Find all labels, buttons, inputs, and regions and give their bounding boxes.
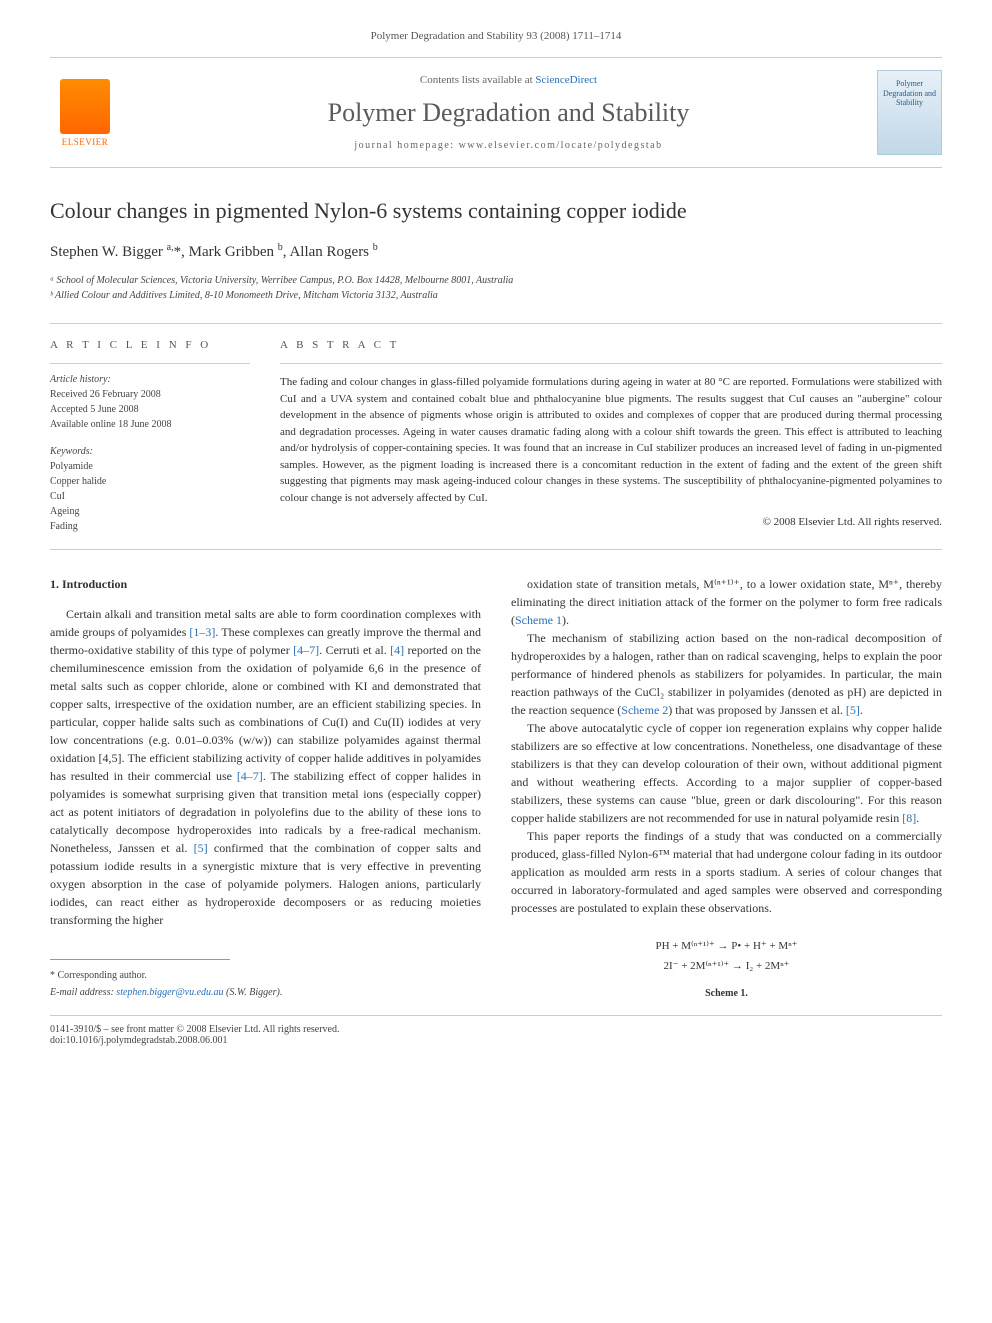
cover-title: Polymer Degradation and Stability	[882, 79, 937, 108]
authors-line: Stephen W. Bigger a,*, Mark Gribben b, A…	[50, 242, 942, 261]
scheme-1-line-1: PH + M⁽ⁿ⁺¹⁾⁺ → P• + H⁺ + Mⁿ⁺	[511, 937, 942, 957]
keyword-1: Polyamide	[50, 459, 250, 474]
history-label: Article history:	[50, 374, 250, 385]
body-paragraph-2: oxidation state of transition metals, M⁽…	[511, 575, 942, 629]
abstract-text: The fading and colour changes in glass-f…	[280, 374, 942, 506]
abstract-block: The fading and colour changes in glass-f…	[280, 363, 942, 528]
abstract-heading: A B S T R A C T	[280, 339, 942, 351]
scheme-1-label: Scheme 1.	[511, 985, 942, 1003]
affiliation-b: ᵇ Allied Colour and Additives Limited, 8…	[50, 288, 942, 303]
affiliation-a: ᵃ School of Molecular Sciences, Victoria…	[50, 273, 942, 288]
keyword-5: Fading	[50, 519, 250, 534]
footnote-separator	[50, 959, 230, 968]
keyword-3: CuI	[50, 489, 250, 504]
affiliations-block: ᵃ School of Molecular Sciences, Victoria…	[50, 273, 942, 303]
scheme-1-line-2: 2I⁻ + 2M⁽ⁿ⁺¹⁾⁺ → I₂ + 2Mⁿ⁺	[511, 957, 942, 977]
history-block: Article history: Received 26 February 20…	[50, 363, 250, 534]
body-paragraph-1: Certain alkali and transition metal salt…	[50, 605, 481, 929]
section-1-heading: 1. Introduction	[50, 575, 481, 593]
journal-cover-thumbnail: Polymer Degradation and Stability	[877, 70, 942, 155]
page-footer-meta: 0141-3910/$ – see front matter © 2008 El…	[50, 1015, 942, 1046]
corresponding-author-note: * Corresponding author.	[50, 968, 481, 983]
email-line: E-mail address: stephen.bigger@vu.edu.au…	[50, 985, 481, 1000]
doi-line: doi:10.1016/j.polymdegradstab.2008.06.00…	[50, 1035, 339, 1046]
email-suffix: (S.W. Bigger).	[224, 987, 283, 998]
keyword-2: Copper halide	[50, 474, 250, 489]
body-two-column: 1. Introduction Certain alkali and trans…	[50, 575, 942, 1015]
footer-left-block: 0141-3910/$ – see front matter © 2008 El…	[50, 1024, 339, 1046]
article-info-heading: A R T I C L E I N F O	[50, 339, 250, 351]
elsevier-logo: ELSEVIER	[50, 73, 120, 153]
masthead-center: Contents lists available at ScienceDirec…	[140, 74, 877, 151]
running-header: Polymer Degradation and Stability 93 (20…	[50, 30, 942, 42]
journal-homepage-line: journal homepage: www.elsevier.com/locat…	[140, 140, 877, 151]
elsevier-tree-icon	[60, 79, 110, 134]
abstract-copyright: © 2008 Elsevier Ltd. All rights reserved…	[280, 516, 942, 528]
journal-name: Polymer Degradation and Stability	[140, 98, 877, 128]
contents-available-line: Contents lists available at ScienceDirec…	[140, 74, 877, 86]
body-column-left: 1. Introduction Certain alkali and trans…	[50, 575, 481, 1015]
info-abstract-row: A R T I C L E I N F O Article history: R…	[50, 323, 942, 550]
masthead: ELSEVIER Contents lists available at Sci…	[50, 57, 942, 168]
scheme-1-box: PH + M⁽ⁿ⁺¹⁾⁺ → P• + H⁺ + Mⁿ⁺ 2I⁻ + 2M⁽ⁿ⁺…	[511, 937, 942, 1003]
contents-prefix: Contents lists available at	[420, 74, 535, 86]
issn-line: 0141-3910/$ – see front matter © 2008 El…	[50, 1024, 339, 1035]
sciencedirect-link[interactable]: ScienceDirect	[535, 74, 597, 86]
history-accepted: Accepted 5 June 2008	[50, 402, 250, 417]
body-paragraph-5: This paper reports the findings of a stu…	[511, 827, 942, 917]
corresponding-email-link[interactable]: stephen.bigger@vu.edu.au	[116, 987, 223, 998]
keyword-4: Ageing	[50, 504, 250, 519]
keywords-label: Keywords:	[50, 446, 250, 457]
article-info-column: A R T I C L E I N F O Article history: R…	[50, 339, 250, 534]
article-title: Colour changes in pigmented Nylon-6 syst…	[50, 198, 942, 224]
elsevier-label: ELSEVIER	[62, 137, 109, 147]
homepage-prefix: journal homepage:	[354, 140, 458, 151]
body-column-right: oxidation state of transition metals, M⁽…	[511, 575, 942, 1015]
email-label: E-mail address:	[50, 987, 116, 998]
history-online: Available online 18 June 2008	[50, 417, 250, 432]
body-paragraph-4: The above autocatalytic cycle of copper …	[511, 719, 942, 827]
body-paragraph-3: The mechanism of stabilizing action base…	[511, 629, 942, 719]
abstract-column: A B S T R A C T The fading and colour ch…	[280, 339, 942, 534]
history-received: Received 26 February 2008	[50, 387, 250, 402]
homepage-url[interactable]: www.elsevier.com/locate/polydegstab	[459, 140, 663, 151]
